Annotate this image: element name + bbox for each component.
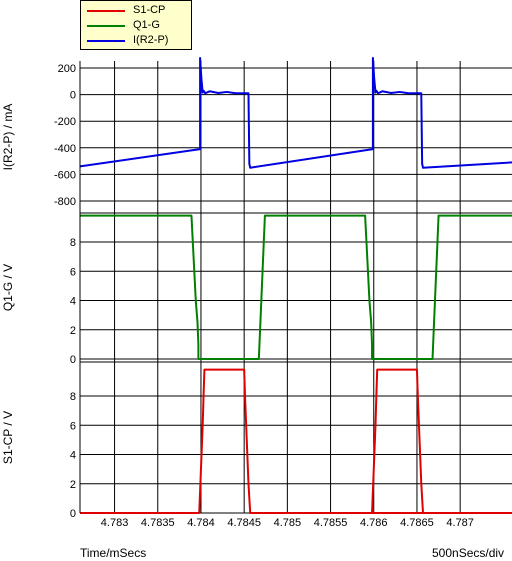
y-tick-label-p1-3: 2 xyxy=(70,325,76,337)
series-line-i-r2-p- xyxy=(79,57,512,169)
legend: S1-CP Q1-G I(R2-P) xyxy=(80,0,192,50)
y-tick-label-p2-0: 8 xyxy=(70,391,76,403)
legend-item-i-r2-p: I(R2-P) xyxy=(81,33,191,47)
time-per-division: 500nSecs/div xyxy=(432,546,505,560)
y-tick-label-p2-3: 2 xyxy=(70,479,76,491)
y-axis-label-p0: I(R2-P) / mA xyxy=(1,104,15,171)
legend-item-s1-cp: S1-CP xyxy=(81,3,191,17)
x-tick-label-0: 4.783 xyxy=(101,517,129,529)
y-tick-label-p2-4: 0 xyxy=(70,508,76,520)
y-tick-label-p0-5: -800 xyxy=(54,196,76,208)
x-tick-label-5: 4.7855 xyxy=(314,517,348,529)
y-tick-label-p0-1: 0 xyxy=(70,90,76,102)
legend-label-s1-cp: S1-CP xyxy=(133,4,166,16)
y-tick-label-p1-1: 6 xyxy=(70,266,76,278)
x-tick-label-2: 4.784 xyxy=(187,517,215,529)
y-tick-label-p2-2: 4 xyxy=(70,450,76,462)
x-tick-label-4: 4.785 xyxy=(274,517,302,529)
legend-swatch-i-r2-p xyxy=(87,40,125,42)
x-tick-label-1: 4.7835 xyxy=(141,517,175,529)
y-tick-label-p0-4: -600 xyxy=(54,169,76,181)
x-tick-label-8: 4.787 xyxy=(446,517,474,529)
series-line-s1-cp xyxy=(80,368,512,514)
legend-item-q1-g: Q1-G xyxy=(81,18,191,32)
y-axis-label-p2: S1-CP / V xyxy=(1,411,15,464)
y-tick-label-p1-4: 0 xyxy=(70,354,76,366)
x-tick-label-6: 4.786 xyxy=(360,517,388,529)
y-tick-label-p2-1: 6 xyxy=(70,420,76,432)
legend-label-q1-g: Q1-G xyxy=(133,19,160,31)
x-tick-label-3: 4.7845 xyxy=(227,517,261,529)
y-tick-label-p0-0: 200 xyxy=(58,63,76,75)
y-tick-label-p0-2: -200 xyxy=(54,116,76,128)
series-line-q1-g xyxy=(80,214,512,360)
x-tick-label-7: 4.7865 xyxy=(400,517,434,529)
legend-swatch-s1-cp xyxy=(87,10,125,12)
legend-swatch-q1-g xyxy=(87,25,125,27)
legend-label-i-r2-p: I(R2-P) xyxy=(133,34,169,46)
y-axis-label-p1: Q1-G / V xyxy=(1,264,15,311)
y-tick-label-p1-0: 8 xyxy=(70,237,76,249)
y-tick-label-p1-2: 4 xyxy=(70,296,76,308)
y-tick-label-p0-3: -400 xyxy=(54,143,76,155)
time-axis-title: Time/mSecs xyxy=(80,546,147,560)
